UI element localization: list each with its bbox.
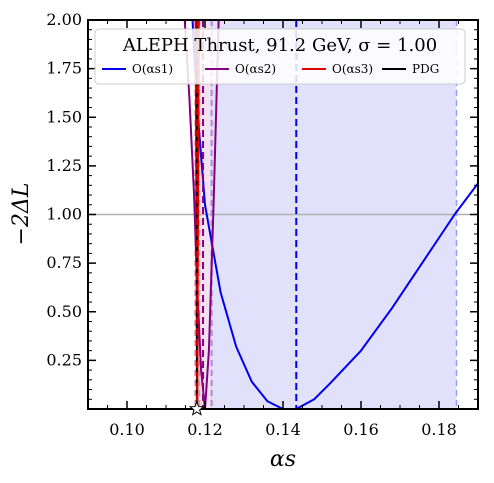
legend-label-3: PDG: [412, 62, 439, 76]
x-tick-label: 0.10: [109, 420, 145, 439]
x-tick-label: 0.16: [343, 420, 379, 439]
legend-items: O(αs1) O(αs2) O(αs3) PDG: [102, 62, 439, 76]
best-fit-lines: [196, 20, 298, 409]
y-tick-label: 1.00: [46, 205, 82, 224]
legend-box: [94, 28, 466, 85]
x-tick-label: 0.12: [187, 420, 223, 439]
y-tick-label: 1.75: [46, 59, 82, 78]
tick-labels: 0.10 0.12 0.14 0.16 0.18 0.25 0.50 0.75 1.00 1.25…: [46, 10, 479, 439]
legend: ALEPH Thrust, 91.2 GeV, σ = 1.00 O(αs1) O…: [94, 28, 466, 85]
legend-label-1: O(αs2): [235, 62, 276, 76]
series-line-1: [183, 20, 220, 409]
legend-label-0: O(αs1): [132, 62, 173, 76]
y-tick-label: 0.25: [46, 350, 82, 369]
x-axis-title: αs: [270, 447, 296, 472]
y-tick-label: 1.50: [46, 107, 82, 126]
x-tick-label: 0.18: [421, 420, 457, 439]
legend-label-2: O(αs3): [332, 62, 373, 76]
y-tick-label: 0.75: [46, 253, 82, 272]
y-tick-label: 1.25: [46, 156, 82, 175]
legend-title: ALEPH Thrust, 91.2 GeV, σ = 1.00: [122, 35, 437, 56]
star-marker: [188, 400, 205, 416]
y-tick-label: 0.50: [46, 302, 82, 321]
star-marker-shape: [188, 400, 205, 416]
y-tick-label: 2.00: [46, 10, 82, 29]
y-axis-title: −2ΔL: [9, 183, 34, 246]
x-tick-label: 0.14: [265, 420, 301, 439]
